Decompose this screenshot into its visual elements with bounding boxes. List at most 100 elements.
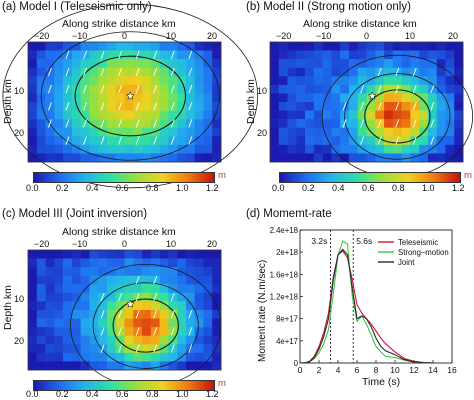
slip-cell: [287, 153, 297, 163]
slip-cell: [63, 327, 73, 337]
slip-cell: [270, 50, 280, 60]
slip-cell: [427, 67, 437, 77]
slip-cell: [203, 344, 213, 354]
slip-cell: [98, 275, 108, 285]
slip-vector: [118, 102, 123, 111]
slip-cell: [28, 361, 38, 371]
colorbar-tick-label: 1.0: [176, 183, 189, 193]
slip-cell: [80, 153, 90, 163]
slip-cell: [203, 93, 213, 103]
slip-cell: [185, 144, 195, 154]
slip-cell: [331, 110, 341, 120]
slip-cell: [331, 42, 341, 51]
slip-cell: [28, 153, 38, 163]
panel-d-title: (d) Momemt-rate: [246, 208, 332, 220]
slip-vector: [412, 84, 417, 94]
slip-cell: [98, 318, 108, 328]
slip-cell: [159, 335, 169, 345]
slip-cell: [203, 250, 213, 259]
panel-c-xtick: −10: [72, 239, 88, 249]
slip-cell: [445, 127, 455, 137]
slip-cell: [98, 361, 108, 371]
slip-vector: [170, 67, 175, 77]
slip-cell: [212, 110, 222, 120]
slip-cell: [305, 67, 315, 77]
slip-cell: [71, 93, 81, 103]
slip-cell: [392, 76, 402, 86]
slip-cell: [28, 102, 38, 111]
slip-cell: [142, 258, 152, 268]
slip-cell: [98, 301, 108, 311]
slip-cell: [177, 301, 187, 311]
slip-cell: [296, 42, 306, 51]
slip-vector: [430, 84, 435, 94]
slip-cell: [305, 110, 315, 120]
slip-cell: [340, 59, 350, 69]
slip-map-frame: [27, 41, 222, 163]
slip-cell: [54, 144, 64, 154]
slip-cell: [71, 267, 81, 277]
slip-cell: [357, 67, 367, 77]
slip-cell: [115, 352, 125, 362]
slip-vector: [170, 119, 175, 128]
slip-cell: [115, 59, 125, 69]
slip-cell: [296, 110, 306, 120]
slip-cell: [142, 50, 152, 60]
slip-vector: [48, 67, 52, 77]
slip-cell: [322, 42, 332, 51]
slip-cell: [80, 93, 90, 103]
slip-cell: [331, 93, 341, 103]
slip-vector: [377, 102, 382, 111]
slip-cell: [142, 42, 152, 51]
slip-vector: [135, 50, 140, 60]
colorbar-c: [33, 380, 215, 391]
slip-cell: [287, 127, 297, 137]
slip-cell: [185, 250, 195, 259]
slip-cell: [45, 153, 55, 163]
panel-c-ytick: 20: [14, 336, 25, 346]
slip-cell: [80, 76, 90, 86]
slip-cell: [54, 284, 64, 294]
slip-cell: [419, 102, 429, 111]
slip-cell: [445, 84, 455, 94]
colorbar-c-unit: m: [218, 378, 226, 389]
slip-cell: [366, 110, 376, 120]
slip-cell: [212, 335, 222, 345]
slip-cell: [384, 67, 394, 77]
slip-cell: [410, 127, 420, 137]
slip-cell: [427, 153, 437, 163]
slip-cell: [28, 119, 38, 129]
slip-cell: [375, 50, 385, 60]
slip-cell: [89, 361, 99, 371]
x-tick-label: 8: [374, 365, 379, 375]
slip-vector: [118, 327, 123, 336]
slip-vector: [100, 310, 105, 319]
slip-cell: [296, 144, 306, 154]
slip-cell: [36, 59, 46, 69]
slip-cell: [366, 76, 376, 86]
slip-cell: [436, 119, 446, 129]
slip-vector: [188, 327, 193, 336]
slip-cell: [348, 76, 359, 86]
slip-cell: [80, 250, 90, 259]
slip-cell: [159, 284, 169, 294]
slip-cell: [133, 144, 143, 154]
slip-cell: [54, 153, 64, 163]
slip-cell: [106, 59, 117, 69]
slip-cell: [177, 361, 187, 371]
slip-cell: [36, 153, 46, 163]
slip-cell: [159, 344, 169, 354]
slip-cell: [150, 250, 160, 259]
slip-cell: [124, 59, 134, 69]
slip-cell: [375, 144, 385, 154]
slip-cell: [305, 102, 315, 111]
slip-cell: [305, 42, 315, 51]
slip-cell: [427, 127, 437, 137]
colorbar-c-ticks: 0.0 0.2 0.4 0.6 0.8 1.0 1.2: [26, 389, 219, 399]
slip-map-a: [2, 3, 259, 189]
x-tick-label: 10: [390, 365, 400, 375]
slip-cell: [296, 102, 306, 111]
slip-cell: [185, 110, 195, 120]
slip-cell: [89, 352, 99, 362]
slip-vector: [83, 136, 87, 145]
